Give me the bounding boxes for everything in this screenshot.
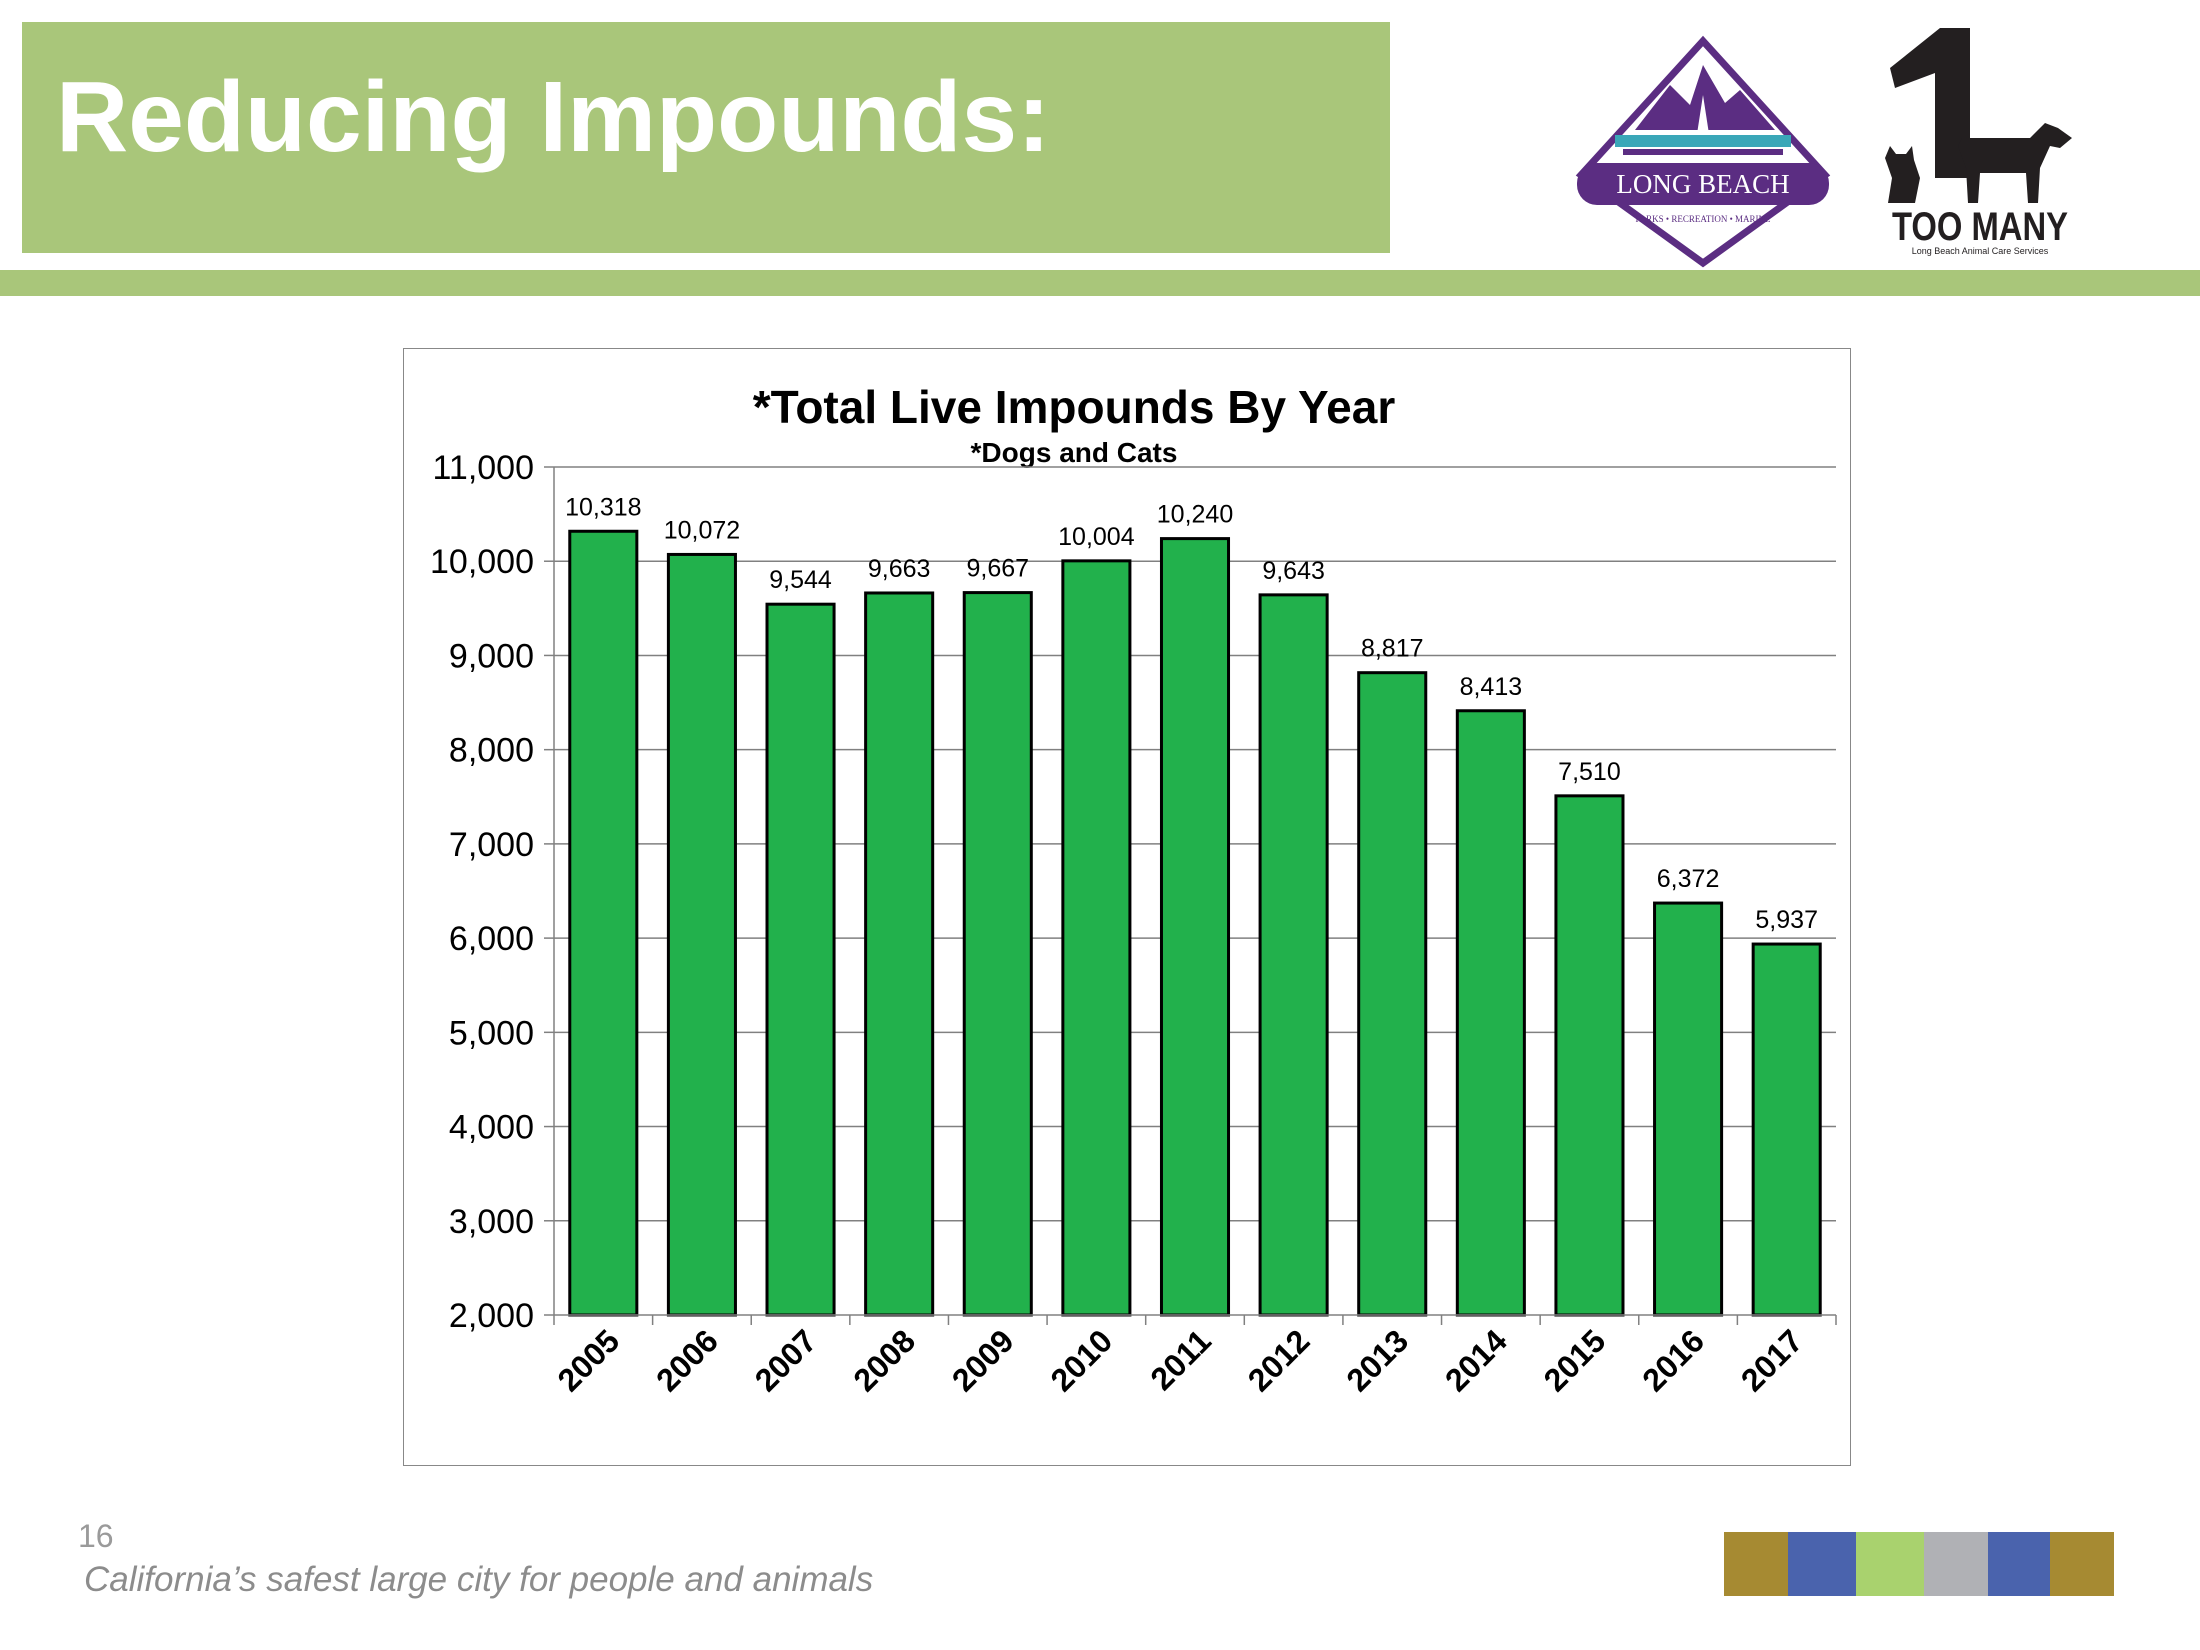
long-beach-logo-subtext: PARKS • RECREATION • MARINE bbox=[1636, 214, 1771, 224]
x-tick-label-2014: 2014 bbox=[1438, 1322, 1514, 1398]
chart-title: *Total Live Impounds By Year bbox=[753, 381, 1396, 433]
y-tick-label: 7,000 bbox=[449, 826, 534, 864]
impounds-bar-chart: *Total Live Impounds By Year *Dogs and C… bbox=[430, 381, 1837, 1398]
bars bbox=[568, 529, 1822, 1317]
x-tick-label-2006: 2006 bbox=[649, 1322, 725, 1398]
footer-color-swatches bbox=[1724, 1532, 2114, 1596]
long-beach-logo: LONG BEACH PARKS • RECREATION • MARINE bbox=[1575, 35, 1831, 268]
x-tick-label-2007: 2007 bbox=[748, 1322, 824, 1398]
data-label-2008: 9,663 bbox=[868, 555, 931, 583]
data-label-2011: 10,240 bbox=[1157, 501, 1233, 529]
data-label-2014: 8,413 bbox=[1460, 673, 1523, 701]
x-tick-label-2009: 2009 bbox=[945, 1322, 1021, 1398]
x-tick-labels: 2005 2006 2007 2008 2009 2010 2011 2012 2013 2014… bbox=[550, 1322, 1809, 1398]
one-too-many-logo: TOO MANY Long Beach Animal Care Services bbox=[1885, 28, 2072, 256]
data-label-2005: 10,318 bbox=[565, 493, 641, 521]
bar-2010 bbox=[1061, 559, 1132, 1317]
y-tick-label: 6,000 bbox=[449, 920, 534, 958]
x-tick-label-2011: 2011 bbox=[1143, 1322, 1218, 1397]
x-tick-label-2008: 2008 bbox=[846, 1322, 922, 1398]
swatch-gray bbox=[1924, 1532, 1988, 1596]
title-banner bbox=[22, 22, 1390, 253]
bar-2015 bbox=[1554, 794, 1625, 1317]
data-label-2017: 5,937 bbox=[1755, 906, 1818, 934]
swatch-gold-2 bbox=[2050, 1532, 2114, 1596]
swatch-gold bbox=[1724, 1532, 1788, 1596]
y-tick-label: 8,000 bbox=[449, 732, 534, 770]
swatch-blue-2 bbox=[1988, 1532, 2050, 1596]
bar-2013 bbox=[1357, 671, 1428, 1317]
page-number: 16 bbox=[78, 1518, 114, 1554]
slide-title: Reducing Impounds: bbox=[56, 61, 1051, 173]
bar-2006 bbox=[666, 552, 737, 1317]
footer-tagline: California’s safest large city for peopl… bbox=[84, 1560, 874, 1599]
bar-2016 bbox=[1653, 901, 1724, 1317]
x-tick-label-2015: 2015 bbox=[1537, 1322, 1613, 1398]
data-labels: 10,318 10,072 9,544 9,663 9,667 10,004 10,240 9… bbox=[565, 493, 1818, 934]
bar-2017 bbox=[1751, 942, 1822, 1317]
y-tick-label: 9,000 bbox=[449, 637, 534, 675]
chart-container: *Total Live Impounds By Year *Dogs and C… bbox=[403, 348, 1851, 1466]
bar-2012 bbox=[1258, 593, 1329, 1317]
bar-2005 bbox=[568, 529, 639, 1317]
header-rule bbox=[0, 270, 2200, 296]
long-beach-logo-text: LONG BEACH bbox=[1616, 169, 1789, 199]
bar-2008 bbox=[864, 591, 935, 1317]
axes bbox=[544, 466, 1837, 1325]
y-tick-labels: 2,000 3,000 4,000 5,000 6,000 7,000 8,000 9,000… bbox=[430, 449, 534, 1335]
x-tick-label-2010: 2010 bbox=[1044, 1322, 1120, 1398]
data-label-2009: 9,667 bbox=[966, 555, 1029, 583]
data-label-2015: 7,510 bbox=[1558, 758, 1621, 786]
data-label-2016: 6,372 bbox=[1657, 865, 1720, 893]
y-tick-label: 11,000 bbox=[433, 449, 534, 487]
y-tick-label: 3,000 bbox=[449, 1203, 534, 1241]
data-label-2006: 10,072 bbox=[664, 516, 740, 544]
one-too-many-logo-text: TOO MANY bbox=[1892, 205, 2068, 249]
bar-2011 bbox=[1159, 537, 1231, 1317]
bar-2009 bbox=[962, 591, 1033, 1317]
bar-2007 bbox=[765, 602, 836, 1317]
data-label-2013: 8,817 bbox=[1361, 635, 1424, 663]
y-tick-label: 4,000 bbox=[449, 1109, 534, 1147]
y-tick-label: 10,000 bbox=[430, 543, 534, 581]
chart-subtitle: *Dogs and Cats bbox=[971, 437, 1178, 468]
bar-2014 bbox=[1455, 709, 1526, 1317]
swatch-green bbox=[1856, 1532, 1924, 1596]
data-label-2007: 9,544 bbox=[769, 566, 832, 594]
x-tick-label-2013: 2013 bbox=[1339, 1322, 1415, 1398]
x-tick-label-2017: 2017 bbox=[1734, 1322, 1810, 1398]
y-tick-label: 5,000 bbox=[449, 1014, 534, 1052]
x-tick-label-2005: 2005 bbox=[550, 1322, 626, 1398]
x-tick-label-2016: 2016 bbox=[1635, 1322, 1711, 1398]
one-too-many-logo-subtext: Long Beach Animal Care Services bbox=[1912, 246, 2049, 256]
data-label-2012: 9,643 bbox=[1262, 557, 1325, 585]
y-tick-label: 2,000 bbox=[449, 1297, 534, 1335]
x-tick-label-2012: 2012 bbox=[1241, 1322, 1317, 1398]
swatch-blue bbox=[1788, 1532, 1856, 1596]
data-label-2010: 10,004 bbox=[1058, 523, 1135, 551]
